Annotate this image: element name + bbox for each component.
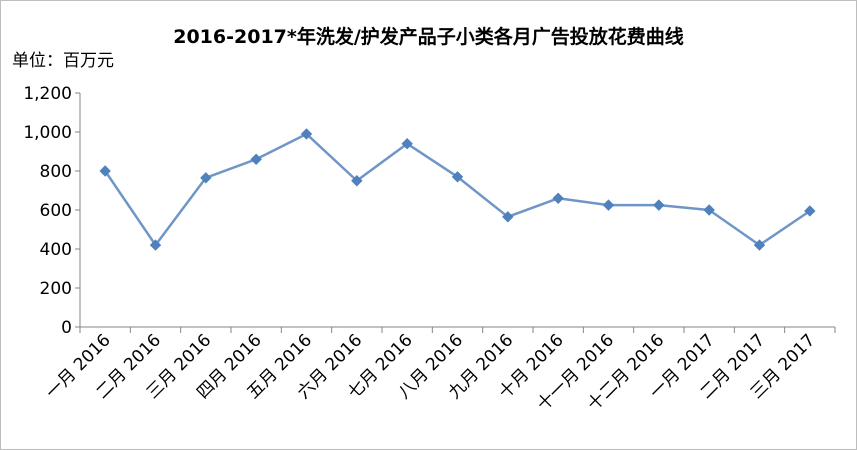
data-point-marker	[753, 239, 766, 251]
y-tick-label: 400	[40, 240, 72, 260]
data-point-marker	[552, 192, 564, 205]
y-tick-label: 1,000	[23, 123, 72, 143]
data-point-marker	[300, 128, 313, 140]
data-point-marker	[200, 172, 212, 184]
y-tick-label: 0	[61, 318, 72, 338]
series-line-group	[99, 128, 816, 251]
data-point-marker	[149, 239, 162, 251]
data-point-marker	[451, 171, 464, 183]
y-tick-label: 1,200	[23, 84, 72, 104]
chart-title: 2016-2017*年洗发/护发产品子小类各月广告投放花费曲线	[173, 26, 684, 48]
y-tick-labels: 0 200 400 600 800 1,000 1,200	[23, 84, 72, 338]
data-point-marker	[401, 137, 413, 150]
data-point-marker	[351, 175, 363, 187]
unit-label: 单位：百万元	[12, 51, 114, 71]
axes	[75, 92, 836, 333]
y-tick-label: 600	[40, 201, 72, 221]
data-point-marker	[99, 165, 111, 177]
data-point-marker	[653, 199, 665, 211]
data-point-marker	[502, 211, 514, 223]
y-tick-label: 800	[40, 162, 72, 182]
data-point-marker	[602, 199, 615, 211]
data-point-marker	[804, 205, 816, 217]
y-tick-label: 200	[40, 279, 72, 299]
data-point-marker	[250, 153, 262, 166]
data-point-marker	[703, 204, 715, 216]
series-line	[104, 132, 811, 247]
